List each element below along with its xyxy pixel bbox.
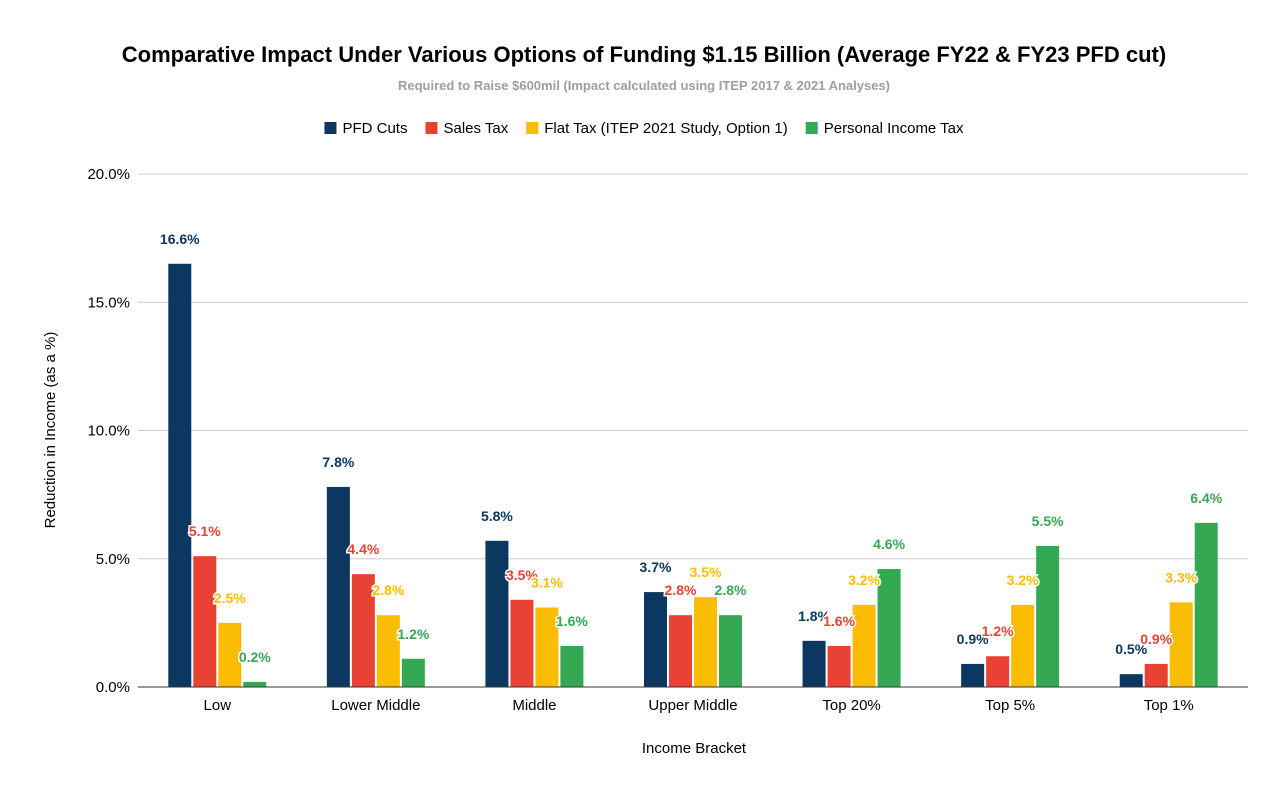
data-label: 3.2% <box>1007 572 1039 588</box>
chart-subtitle: Required to Raise $600mil (Impact calcul… <box>398 78 890 93</box>
bar <box>719 615 742 687</box>
data-label: 1.8% <box>798 608 830 624</box>
bar <box>326 486 350 687</box>
x-axis-label: Income Bracket <box>642 740 747 757</box>
bar <box>243 681 267 687</box>
data-label: 5.8% <box>481 508 513 524</box>
data-label: 0.9% <box>957 631 989 647</box>
gridlines <box>138 173 1248 560</box>
bar <box>193 556 217 687</box>
legend-label: PFD Cuts <box>342 120 407 137</box>
bar <box>1194 522 1218 687</box>
x-tick-label: Top 5% <box>985 697 1035 714</box>
y-tick-label: 10.0% <box>87 423 130 440</box>
legend-label: Flat Tax (ITEP 2021 Study, Option 1) <box>544 120 787 137</box>
bar <box>694 597 717 687</box>
data-label: 3.3% <box>1165 569 1197 585</box>
legend-item: PFD Cuts <box>324 120 407 137</box>
bar <box>168 263 192 687</box>
bar <box>1011 604 1035 687</box>
data-label: 2.8% <box>665 582 697 598</box>
bar <box>802 640 826 687</box>
bar <box>560 645 584 687</box>
legend-label: Sales Tax <box>443 120 508 137</box>
bar <box>376 615 400 687</box>
bar <box>485 540 509 687</box>
x-tick-label: Upper Middle <box>648 697 737 714</box>
bar <box>1144 663 1168 687</box>
bar <box>401 658 425 687</box>
bar <box>1036 545 1060 687</box>
bar <box>852 604 876 687</box>
legend-item: Flat Tax (ITEP 2021 Study, Option 1) <box>526 120 788 137</box>
data-label: 3.7% <box>640 559 672 575</box>
legend-item: Sales Tax <box>425 120 509 137</box>
x-tick-label: Lower Middle <box>331 697 420 714</box>
data-label: 0.9% <box>1140 631 1172 647</box>
y-axis-label: Reduction in Income (as a %) <box>42 332 59 529</box>
data-label: 1.6% <box>823 613 855 629</box>
data-label: 6.4% <box>1190 490 1222 506</box>
data-label: 5.1% <box>189 523 221 539</box>
bar <box>877 569 901 687</box>
bar <box>1119 674 1143 687</box>
data-label: 4.4% <box>347 541 379 557</box>
legend-swatch <box>324 122 337 134</box>
legend-label: Personal Income Tax <box>824 120 964 137</box>
data-label: 1.2% <box>397 626 429 642</box>
data-label: 16.6% <box>160 231 200 247</box>
data-label: 3.5% <box>690 564 722 580</box>
y-tick-label: 15.0% <box>87 294 130 311</box>
y-axis-ticks: 0.0% 5.0% 10.0% 15.0% 20.0% <box>87 166 130 696</box>
data-label: 3.2% <box>848 572 880 588</box>
x-axis-ticks: Low Lower Middle Middle Upper Middle Top 20%… <box>204 697 1194 714</box>
y-tick-label: 20.0% <box>87 166 130 183</box>
data-label: 4.6% <box>873 536 905 552</box>
data-label: 1.6% <box>556 613 588 629</box>
legend-swatch <box>805 122 818 134</box>
x-tick-label: Low <box>204 697 232 714</box>
bar <box>669 615 692 687</box>
y-tick-label: 5.0% <box>96 551 130 568</box>
data-label: 1.2% <box>982 623 1014 639</box>
bar <box>644 592 667 687</box>
data-label: 3.5% <box>506 567 538 583</box>
bar <box>510 599 534 687</box>
x-tick-label: Top 20% <box>822 697 880 714</box>
data-label: 5.5% <box>1032 513 1064 529</box>
y-tick-label: 0.0% <box>96 679 130 696</box>
bars <box>168 263 1218 687</box>
data-label: 3.1% <box>531 574 563 590</box>
x-tick-label: Middle <box>512 697 556 714</box>
bar <box>961 663 985 687</box>
bar <box>1169 602 1193 687</box>
x-tick-label: Top 1% <box>1144 697 1194 714</box>
bar <box>535 607 559 687</box>
legend: PFD Cuts Sales Tax Flat Tax (ITEP 2021 Stu… <box>324 120 964 137</box>
legend-swatch <box>526 122 539 134</box>
data-label: 2.8% <box>715 582 747 598</box>
data-label: 2.8% <box>372 582 404 598</box>
data-label: 7.8% <box>322 454 354 470</box>
data-label: 0.2% <box>239 649 271 665</box>
chart-title: Comparative Impact Under Various Options… <box>122 42 1166 67</box>
bar <box>827 645 851 687</box>
bar <box>218 622 242 687</box>
legend-swatch <box>425 122 438 134</box>
data-label: 2.5% <box>214 590 246 606</box>
bar <box>986 656 1010 687</box>
data-labels: 16.6% 5.1% 2.5% 0.2% 7.8% 4.4% 2.8% 1.2% 5.8% 3.5… <box>158 229 1224 666</box>
legend-item: Personal Income Tax <box>805 120 964 137</box>
data-label: 0.5% <box>1115 641 1147 657</box>
bar <box>351 574 375 687</box>
